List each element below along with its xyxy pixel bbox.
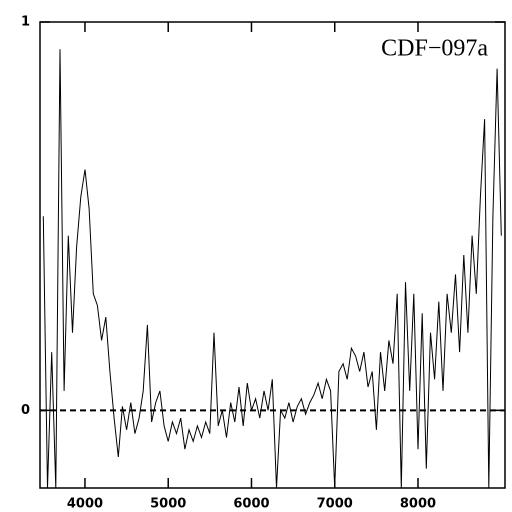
x-tick-label: 6000 [233, 497, 269, 512]
plot-frame [39, 21, 506, 489]
y-tick-label: 0 [21, 403, 30, 418]
x-tick-label: 4000 [67, 497, 103, 512]
annotation: CDF−097a [381, 36, 488, 62]
spectrum-line [42, 49, 502, 488]
x-tick-label: 8000 [400, 497, 436, 512]
x-tick-label: 7000 [317, 497, 353, 512]
y-tick-label: 1 [21, 15, 30, 30]
x-tick-label: 5000 [150, 497, 186, 512]
